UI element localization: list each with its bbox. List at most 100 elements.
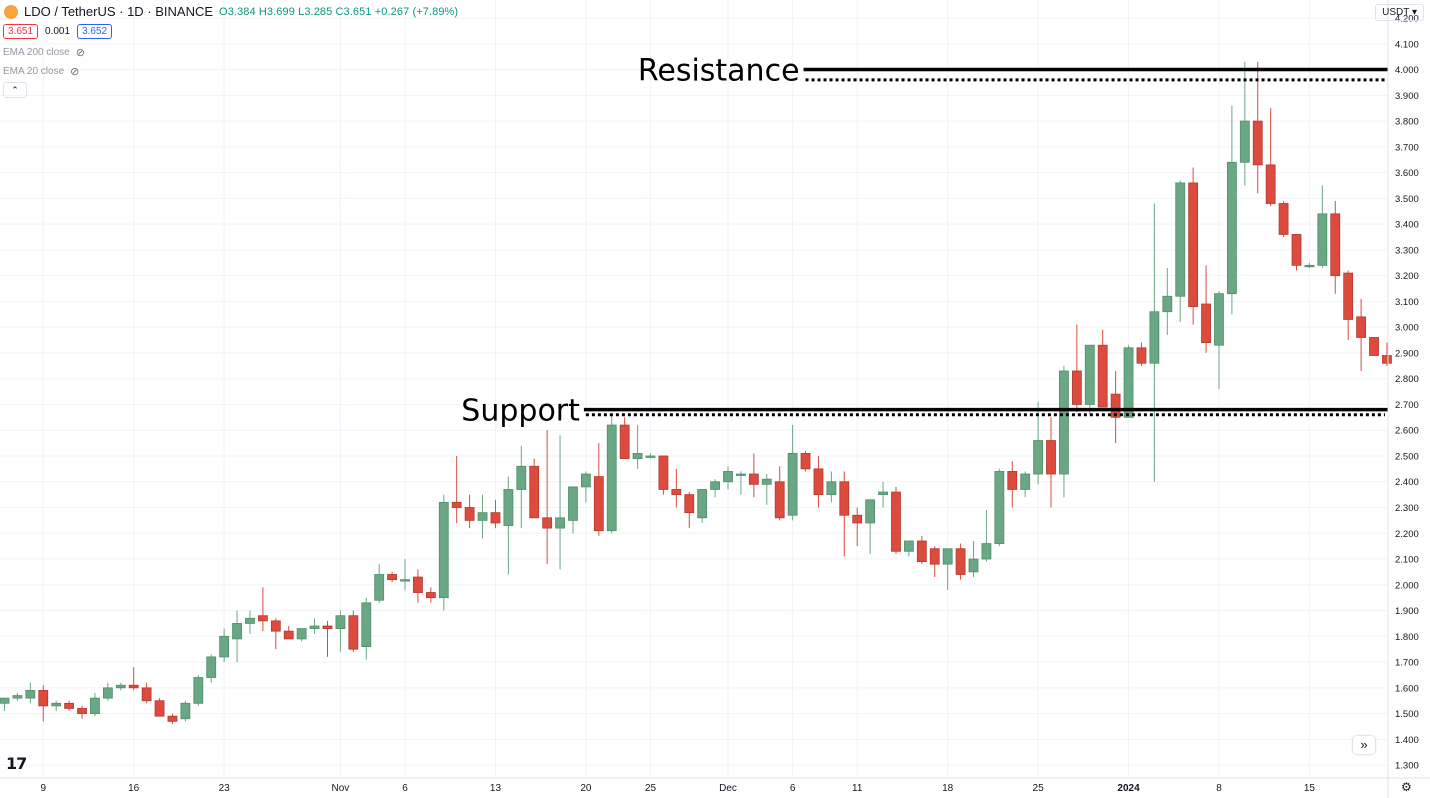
x-tick-label: Dec: [719, 783, 737, 794]
indicator-ema20[interactable]: EMA 20 close ⊘: [3, 65, 79, 78]
candle-body: [1214, 293, 1224, 346]
buy-price-button[interactable]: 3.652: [77, 24, 113, 39]
y-tick-label: 3.200: [1395, 271, 1419, 282]
candle: [1382, 342, 1392, 366]
candle: [1020, 471, 1031, 498]
candle-body: [1369, 337, 1379, 356]
candle-body: [0, 697, 10, 704]
candle: [322, 620, 333, 657]
y-tick-label: 1.900: [1395, 606, 1419, 617]
candle-body: [1201, 303, 1211, 344]
y-tick-label: 3.900: [1395, 91, 1419, 102]
candle-body: [981, 543, 992, 560]
candle-body: [1227, 161, 1237, 295]
candle-body: [193, 677, 204, 704]
candle-body: [1304, 264, 1315, 268]
symbol-title[interactable]: LDO / TetherUS · 1D · BINANCE: [24, 4, 214, 19]
gear-icon[interactable]: ⚙: [1401, 780, 1412, 794]
candle-body: [1175, 182, 1186, 297]
candle: [968, 540, 979, 578]
candle-body: [619, 424, 630, 459]
candle-body: [503, 489, 514, 526]
candle: [348, 610, 359, 652]
candle-body: [568, 486, 578, 521]
y-tick-label: 2.900: [1395, 348, 1419, 359]
candle-body: [1162, 295, 1173, 313]
candle: [64, 700, 74, 712]
hidden-eye-icon[interactable]: ⊘: [75, 47, 85, 59]
currency-selector[interactable]: USDT ▾: [1375, 4, 1424, 21]
candle-body: [774, 481, 785, 519]
candle: [606, 414, 617, 534]
hidden-eye-icon[interactable]: ⊘: [70, 66, 80, 78]
indicator-label: EMA 20 close: [3, 66, 65, 77]
candle-body: [115, 684, 126, 689]
candle: [438, 494, 449, 611]
x-tick-label: Nov: [332, 783, 350, 794]
candle-body: [929, 548, 940, 565]
candle: [1265, 108, 1276, 207]
grid-lines: [0, 0, 1388, 778]
candle: [1046, 417, 1056, 508]
candle: [232, 610, 242, 663]
candle: [1278, 200, 1289, 238]
scroll-to-realtime-button[interactable]: »: [1353, 736, 1375, 754]
candle: [994, 468, 1005, 547]
candle-body: [477, 512, 488, 521]
candle: [800, 450, 811, 472]
candle-body: [464, 507, 475, 521]
candle: [25, 682, 36, 704]
bid-ask-panel: 3.651 0.001 3.652: [3, 24, 113, 39]
sell-price-button[interactable]: 3.651: [3, 24, 39, 39]
candle: [270, 618, 281, 650]
candle-body: [736, 473, 746, 476]
y-tick-label: 3.600: [1395, 168, 1419, 179]
candle-body: [865, 499, 876, 524]
x-tick-label: 23: [219, 783, 231, 794]
candle: [955, 543, 966, 580]
candle-body: [684, 494, 695, 514]
candle: [283, 626, 294, 640]
candle: [736, 471, 746, 495]
candle: [813, 455, 824, 508]
candle: [581, 471, 591, 503]
candle-body: [387, 574, 398, 581]
candle-body: [891, 491, 901, 552]
candle-body: [516, 465, 527, 490]
candle-body: [180, 702, 191, 720]
candle: [904, 540, 914, 557]
candle: [1369, 337, 1379, 356]
candle: [309, 618, 320, 634]
candle: [787, 425, 798, 521]
candle: [1343, 270, 1354, 341]
candle-body: [219, 635, 230, 658]
indicator-ema200[interactable]: EMA 200 close ⊘: [3, 46, 85, 59]
candle: [619, 417, 630, 459]
candle-body: [1007, 471, 1018, 490]
candle-body: [1356, 316, 1366, 338]
candle-body: [1097, 344, 1108, 408]
time-axis[interactable]: 9 16 23 Nov 6 13 20 25 Dec 6 11 18 25 2024 8 15: [0, 777, 1430, 794]
candle-body: [1265, 164, 1276, 204]
collapse-legend-button[interactable]: ⌃: [3, 82, 27, 98]
candle-body: [1343, 272, 1354, 320]
candle: [555, 435, 565, 570]
candle-body: [167, 715, 178, 722]
candle-body: [1059, 370, 1069, 475]
candle-body: [994, 471, 1005, 544]
tradingview-logo[interactable]: 17: [6, 754, 27, 773]
candle-body: [490, 512, 501, 524]
candle-body: [593, 476, 604, 532]
y-tick-label: 1.700: [1395, 658, 1419, 669]
candle-body: [283, 630, 294, 640]
candle-body: [128, 684, 139, 689]
level-label: Resistance: [638, 54, 800, 89]
candle-body: [77, 708, 87, 714]
candle: [878, 481, 888, 508]
y-tick-label: 4.200: [1395, 14, 1419, 25]
candle: [1084, 344, 1095, 415]
candle-body: [826, 481, 837, 496]
price-axis[interactable]: 1.300 1.400 1.500 1.600 1.700 1.800 1.900 2.000…: [1387, 0, 1419, 798]
candle-body: [723, 471, 733, 483]
